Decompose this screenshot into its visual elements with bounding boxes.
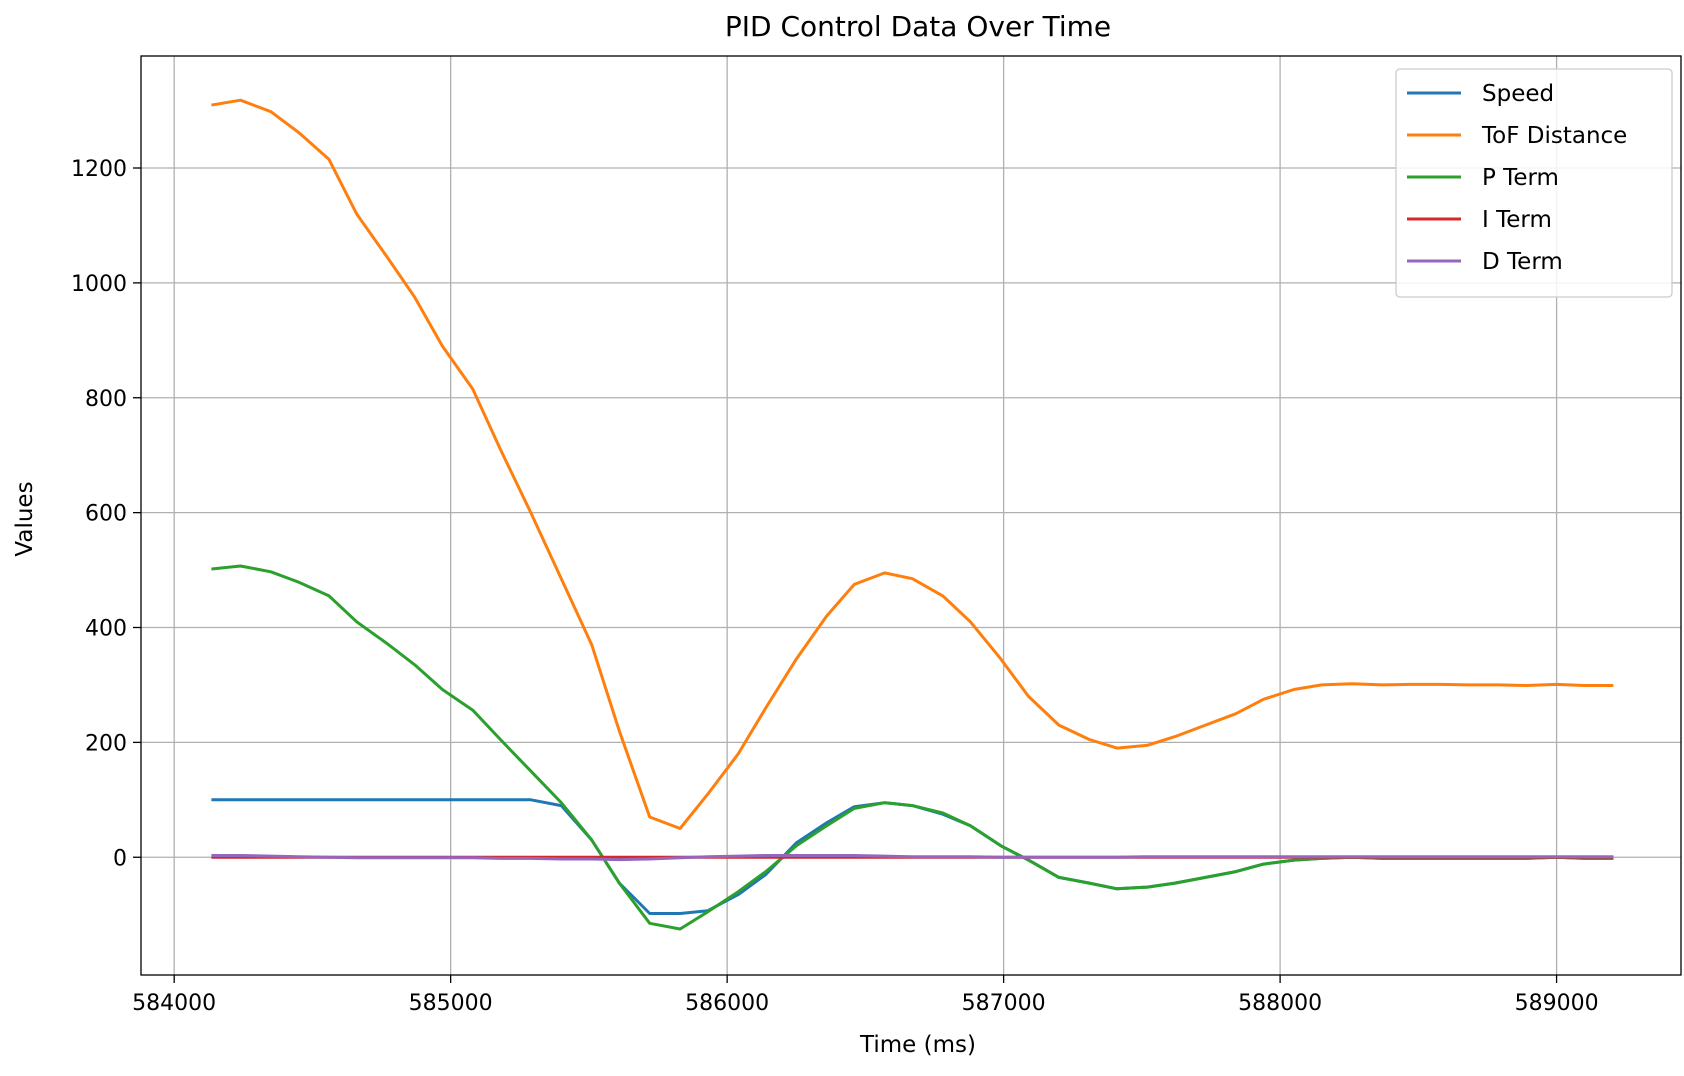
legend-label-speed: Speed xyxy=(1482,81,1554,107)
y-tick-label: 0 xyxy=(113,846,127,871)
x-tick-label: 586000 xyxy=(685,991,769,1016)
y-tick-label: 1000 xyxy=(71,272,127,297)
plot-area-frame xyxy=(140,55,1682,976)
y-tick-label: 200 xyxy=(85,731,127,756)
series-line-tof-distance xyxy=(211,98,1614,830)
y-tick-label: 1200 xyxy=(71,157,127,182)
y-axis-label: Values xyxy=(12,481,38,556)
legend-label-d-term: D Term xyxy=(1482,249,1563,275)
y-tick-label: 600 xyxy=(85,502,127,527)
x-tick-label: 589000 xyxy=(1515,991,1599,1016)
legend-box xyxy=(1395,68,1673,298)
y-tick-label: 800 xyxy=(85,387,127,412)
x-tick-label: 585000 xyxy=(409,991,493,1016)
x-tick-label: 587000 xyxy=(962,991,1046,1016)
legend-label-tof-distance: ToF Distance xyxy=(1481,123,1627,149)
y-tick-label: 400 xyxy=(85,617,127,642)
x-axis-label: Time (ms) xyxy=(859,1032,976,1058)
legend: Speed ToF Distance P Term I Term D Term xyxy=(1395,68,1673,298)
chart-title: PID Control Data Over Time xyxy=(725,10,1111,43)
legend-label-i-term: I Term xyxy=(1482,207,1552,233)
series-line-d-term xyxy=(211,854,1614,862)
axis-ticks: 584000 585000 586000 587000 588000 589000 0 200… xyxy=(71,157,1599,1016)
x-tick-label: 588000 xyxy=(1238,991,1322,1016)
series-lines xyxy=(211,98,1614,931)
x-tick-label: 584000 xyxy=(132,991,216,1016)
legend-label-p-term: P Term xyxy=(1482,165,1559,191)
